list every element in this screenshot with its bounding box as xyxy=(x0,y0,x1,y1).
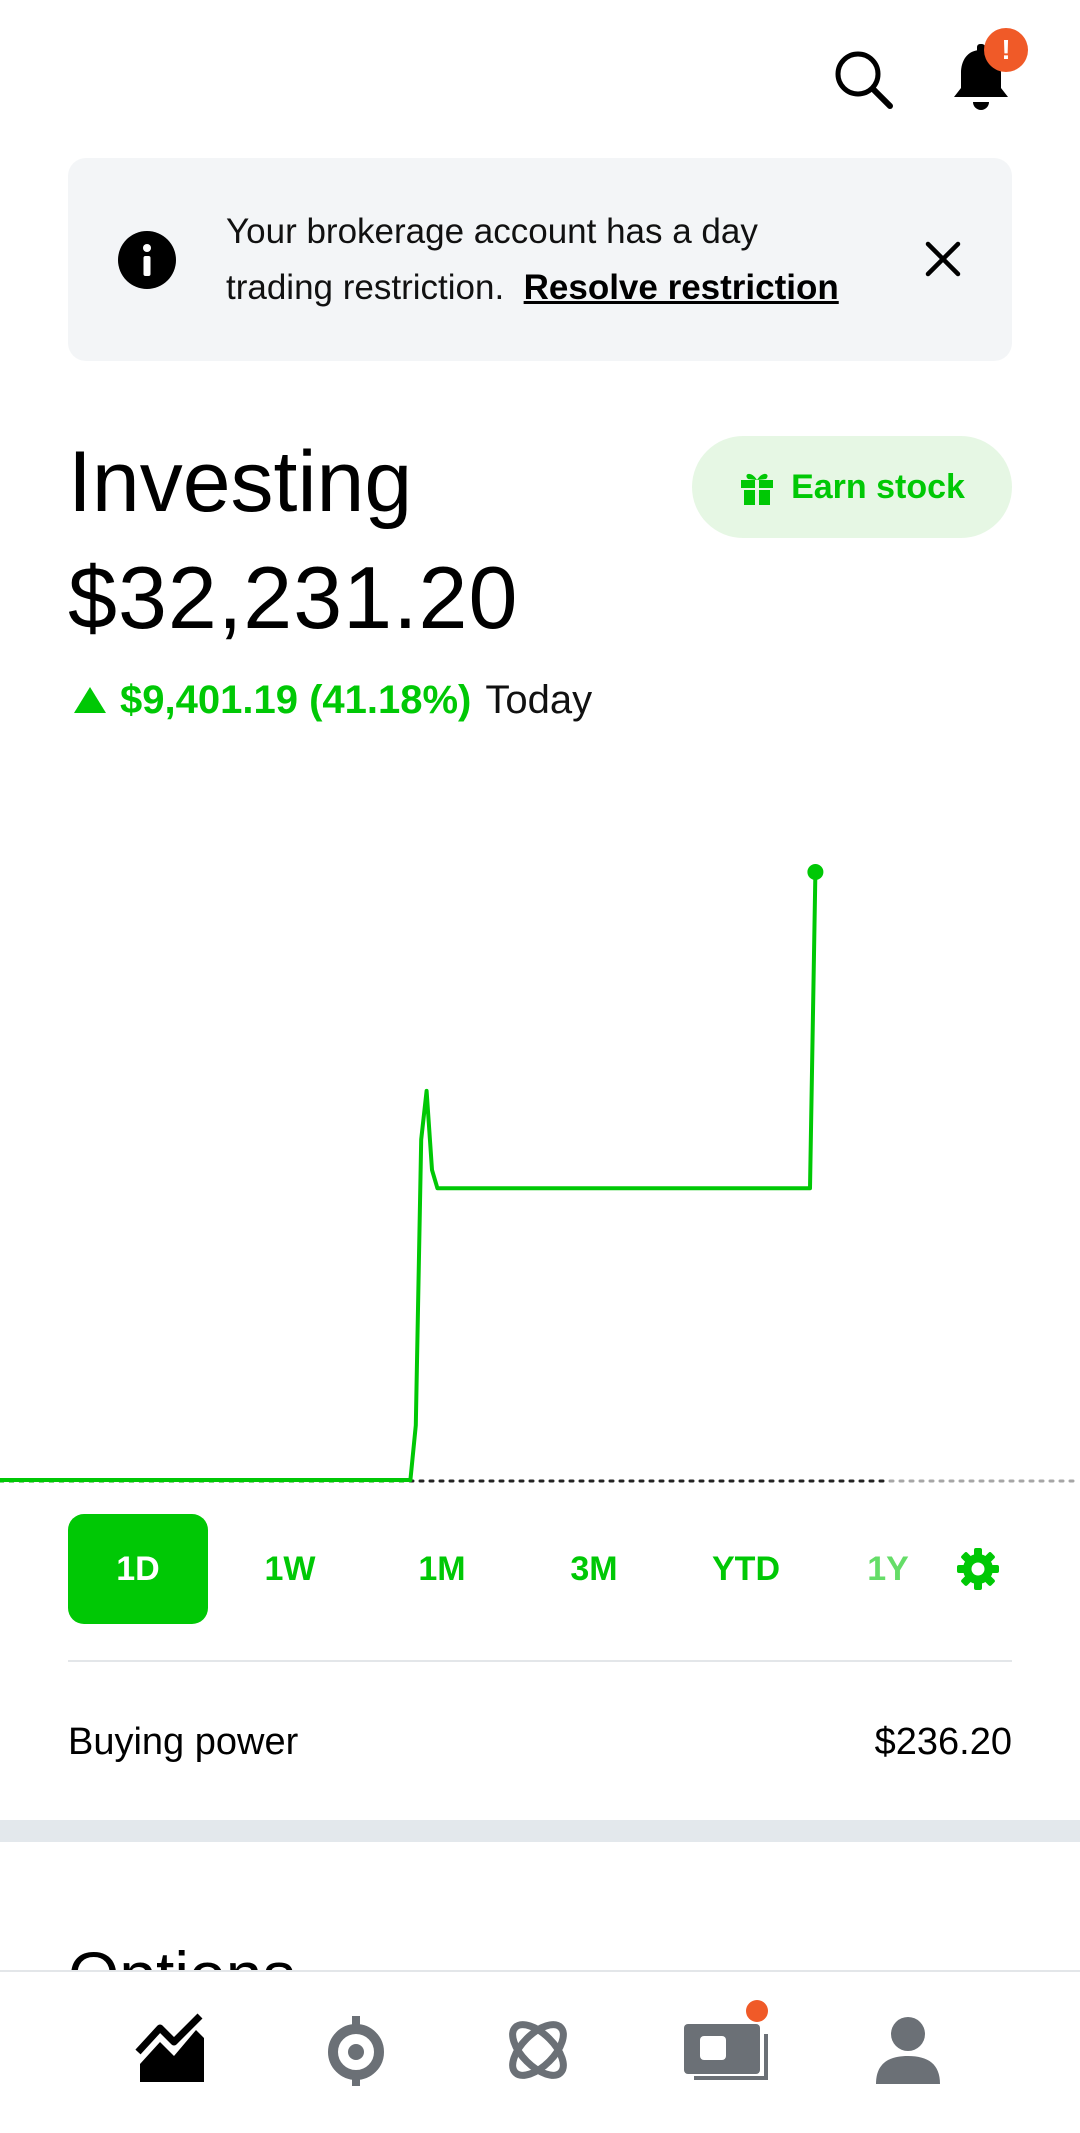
range-tab-label: 1M xyxy=(418,1549,466,1588)
crypto-icon[interactable] xyxy=(318,2012,394,2088)
gift-icon xyxy=(741,473,774,505)
range-tab-label: 3M xyxy=(570,1549,618,1588)
range-tab-label: 1W xyxy=(264,1549,316,1588)
buying-power-label[interactable]: Buying power xyxy=(68,1721,299,1763)
range-tab-1d[interactable]: 1D xyxy=(68,1514,208,1624)
cash-notification-dot xyxy=(746,2000,768,2022)
buying-power-value[interactable]: $236.20 xyxy=(874,1721,1012,1763)
earn-stock-button[interactable]: Earn stock xyxy=(692,436,1012,538)
daily-change: $9,401.19 (41.18%) Today xyxy=(72,672,592,728)
investing-chart-icon[interactable] xyxy=(134,2012,210,2088)
close-icon[interactable] xyxy=(922,238,964,280)
range-tab-1w[interactable]: 1W xyxy=(220,1514,360,1624)
info-icon xyxy=(118,231,176,289)
search-icon[interactable] xyxy=(832,48,896,112)
range-tab-1y[interactable]: 1Y xyxy=(828,1514,948,1624)
options-heading[interactable]: Options xyxy=(68,1942,295,1972)
restriction-text: Your brokerage account has a day trading… xyxy=(226,212,758,307)
notification-alert-badge: ! xyxy=(984,28,1028,72)
restriction-message: Your brokerage account has a day trading… xyxy=(226,204,866,316)
section-separator xyxy=(0,1820,1080,1842)
gear-icon[interactable] xyxy=(956,1547,1000,1591)
resolve-restriction-link[interactable]: Resolve restriction xyxy=(523,268,839,307)
cash-card-icon[interactable] xyxy=(680,2012,772,2088)
range-tab-ytd[interactable]: YTD xyxy=(676,1514,816,1624)
page-title: Investing xyxy=(68,434,413,530)
range-tab-label: 1D xyxy=(116,1549,160,1588)
range-tab-3m[interactable]: 3M xyxy=(524,1514,664,1624)
range-tab-label: 1Y xyxy=(867,1549,909,1588)
restriction-banner: Your brokerage account has a day trading… xyxy=(68,158,1012,361)
portfolio-balance: $32,231.20 xyxy=(68,548,519,647)
range-selector: 1D 1W 1M 3M YTD 1Y xyxy=(68,1514,1012,1624)
range-tab-1m[interactable]: 1M xyxy=(372,1514,512,1624)
change-period: Today xyxy=(485,677,593,722)
portfolio-chart[interactable] xyxy=(0,780,1080,1500)
earn-stock-label: Earn stock xyxy=(791,467,965,506)
bottom-navigation xyxy=(0,1970,1080,2133)
account-person-icon[interactable] xyxy=(870,2012,946,2088)
explore-icon[interactable] xyxy=(500,2012,576,2088)
change-value: $9,401.19 (41.18%) xyxy=(120,677,472,722)
range-tab-label: YTD xyxy=(712,1549,780,1588)
chart-current-point xyxy=(807,864,824,880)
chart-future-region xyxy=(885,1476,1080,1486)
up-arrow-icon xyxy=(74,687,106,713)
chart-series-line xyxy=(0,871,818,1482)
divider xyxy=(68,1660,1012,1662)
